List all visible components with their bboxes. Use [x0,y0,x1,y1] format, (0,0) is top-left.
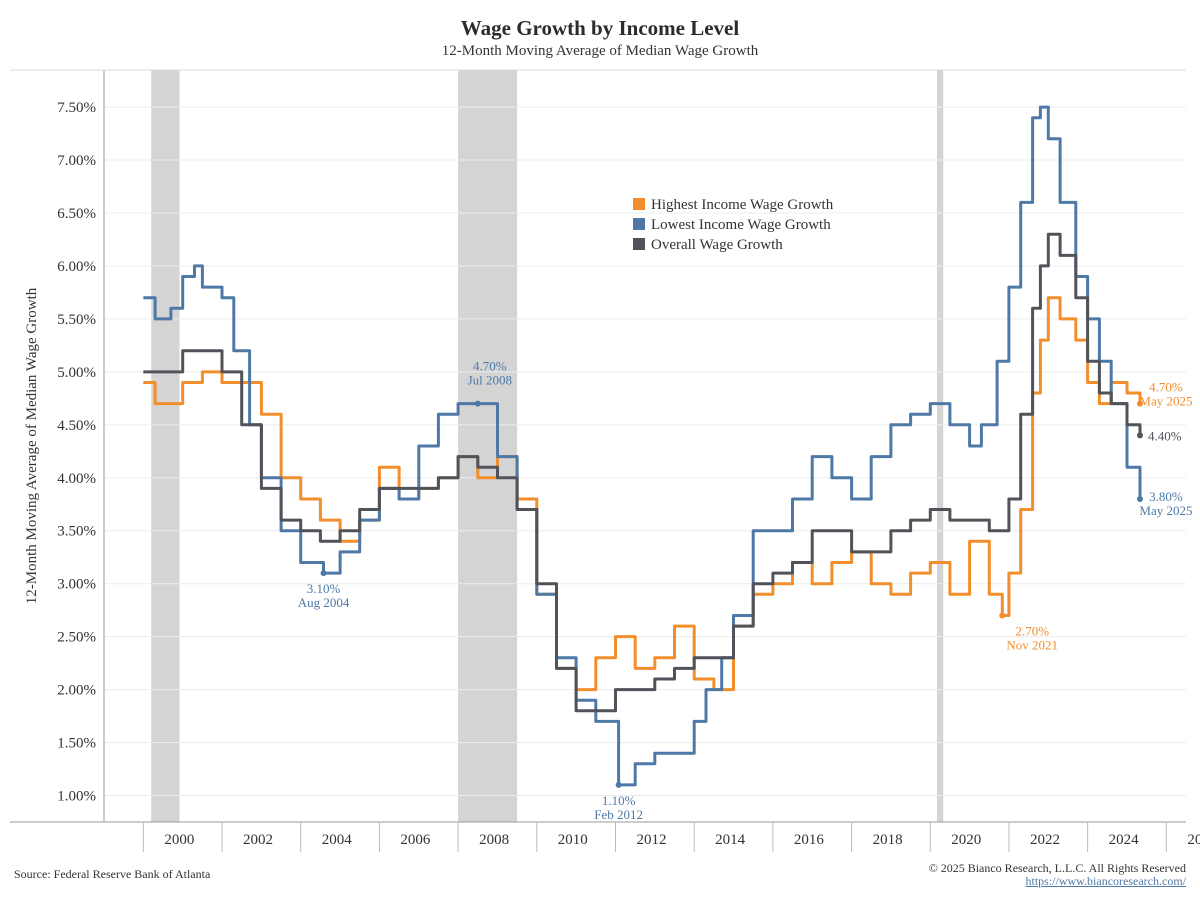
annotation-value: 2.70% [1015,623,1049,638]
legend-label: Overall Wage Growth [651,237,783,253]
y-tick-label: 2.00% [57,683,96,699]
source-note: Source: Federal Reserve Bank of Atlanta [14,867,211,881]
annotation-value: 3.10% [307,581,341,596]
y-tick-label: 3.00% [57,577,96,593]
annotation-date: May 2025 [1139,503,1192,518]
highest-income-line [143,296,1142,692]
x-tick-label: 2002 [243,832,273,848]
annotation-marker [999,612,1006,619]
y-tick-label: 4.50% [57,418,96,434]
recession-band [458,70,518,822]
recession-band [936,70,944,822]
x-tick-label: 2012 [636,832,666,848]
annotation-value: 4.70% [473,359,507,374]
x-tick-label: 2026 [1187,832,1200,848]
y-tick-label: 5.50% [57,312,96,328]
website-link[interactable]: https://www.biancoresearch.com/ [1025,874,1186,888]
x-tick-label: 2018 [873,832,903,848]
annotation-date: Feb 2012 [594,807,643,822]
annotation-marker [320,570,327,577]
y-tick-label: 4.00% [57,471,96,487]
y-tick-label: 6.00% [57,259,96,275]
x-tick-label: 2008 [479,832,509,848]
y-tick-label: 6.50% [57,206,96,222]
annotation-value: 1.10% [602,793,636,808]
annotation-date: Jul 2008 [468,373,512,388]
x-tick-label: 2020 [951,832,981,848]
annotation-value: 3.80% [1149,489,1183,504]
annotation-marker [1136,432,1143,439]
legend-swatch [633,198,645,210]
x-tick-label: 2016 [794,832,825,848]
annotation-date: Nov 2021 [1006,637,1058,652]
y-axis-title: 12-Month Moving Average of Median Wage G… [24,287,40,604]
recession-band [151,70,180,822]
y-tick-label: 5.00% [57,365,96,381]
annotation-marker [1136,495,1143,502]
x-tick-label: 2004 [322,832,353,848]
chart-subtitle: 12-Month Moving Average of Median Wage G… [441,43,759,59]
x-tick-label: 2010 [558,832,588,848]
y-tick-label: 1.00% [57,789,96,805]
y-tick-label: 7.00% [57,153,96,169]
y-tick-label: 7.50% [57,100,96,116]
overall-wage-line [143,232,1142,713]
legend-swatch [633,238,645,250]
y-tick-label: 2.50% [57,630,96,646]
x-tick-label: 2000 [164,832,194,848]
x-tick-label: 2024 [1109,832,1140,848]
annotation-date: May 2025 [1139,394,1192,409]
legend-label: Highest Income Wage Growth [651,197,834,213]
copyright-note: © 2025 Bianco Research, L.L.C. All Right… [928,861,1186,875]
annotation-marker [615,781,622,788]
annotation-value: 4.70% [1149,380,1183,395]
annotation-marker [1136,400,1143,407]
x-tick-label: 2022 [1030,832,1060,848]
x-tick-label: 2014 [715,832,746,848]
legend-swatch [633,218,645,230]
legend-label: Lowest Income Wage Growth [651,217,831,233]
annotation-value: 4.40% [1148,428,1182,443]
annotation-date: Aug 2004 [298,595,350,610]
x-tick-label: 2006 [400,832,431,848]
y-tick-label: 3.50% [57,524,96,540]
y-tick-label: 1.50% [57,736,96,752]
chart-title: Wage Growth by Income Level [460,16,740,40]
annotation-marker [474,400,481,407]
